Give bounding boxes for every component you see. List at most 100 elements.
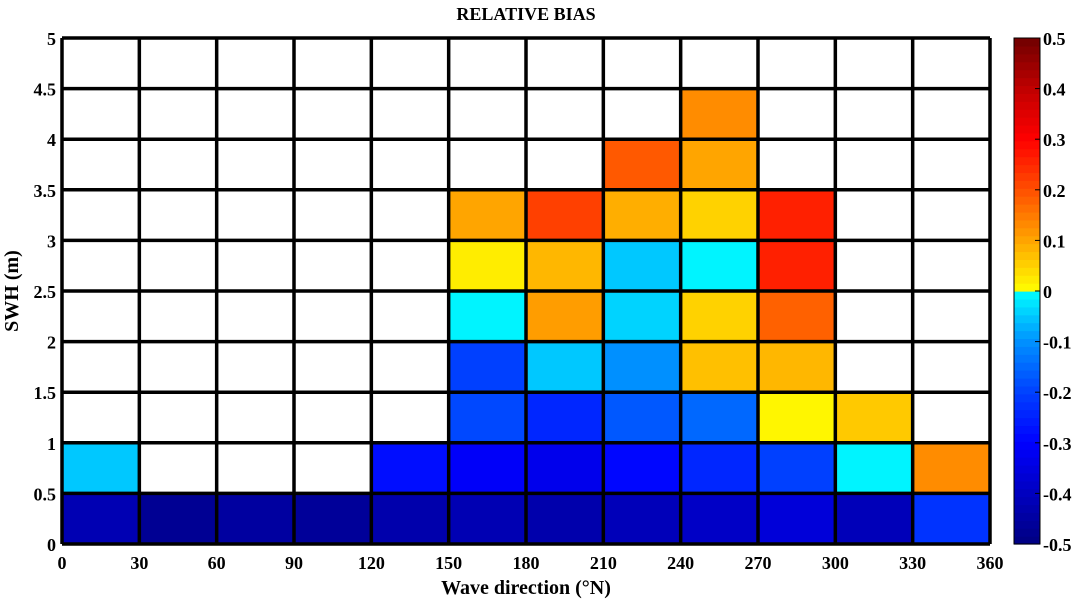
colorbar-segment — [1014, 488, 1040, 498]
colorbar-segment — [1014, 243, 1040, 253]
x-tick-label: 330 — [899, 553, 926, 573]
heatmap-cell — [680, 442, 758, 494]
colorbar-segment — [1014, 291, 1040, 300]
heatmap-cell — [835, 493, 913, 544]
y-tick-label: 4 — [47, 130, 56, 150]
heatmap-cell — [758, 493, 836, 544]
x-tick-label: 300 — [822, 553, 849, 573]
heatmap-cell — [526, 341, 604, 393]
heatmap-cell — [62, 493, 140, 544]
colorbar-segment — [1014, 164, 1040, 174]
colorbar-segment — [1014, 417, 1040, 427]
heatmap-cell — [680, 189, 758, 241]
x-tick-label: 60 — [208, 553, 226, 573]
y-tick-label: 3 — [47, 231, 56, 251]
colorbar-tick-label: 0.2 — [1043, 181, 1066, 201]
colorbar-segment — [1014, 457, 1040, 466]
chart-title: RELATIVE BIAS — [456, 4, 595, 24]
colorbar-segment — [1014, 504, 1040, 513]
colorbar-segment — [1014, 283, 1040, 292]
heatmap-cell — [680, 139, 758, 190]
x-tick-label: 150 — [435, 553, 462, 573]
heatmap-cell — [758, 240, 836, 291]
x-axis-label: Wave direction (°N) — [441, 577, 611, 599]
colorbar-segment — [1014, 362, 1040, 371]
colorbar-segment — [1014, 346, 1040, 355]
x-tick-label: 270 — [745, 553, 772, 573]
colorbar-segment — [1014, 409, 1040, 419]
heatmap-cell — [912, 442, 990, 494]
colorbar-segment — [1014, 101, 1040, 110]
heatmap-cell — [448, 493, 526, 544]
colorbar-segment — [1014, 433, 1040, 442]
colorbar-segment — [1014, 512, 1040, 521]
heatmap-cell — [835, 392, 913, 443]
colorbar-segment — [1014, 267, 1040, 276]
heatmap-cell — [603, 442, 681, 494]
colorbar-segment — [1014, 496, 1040, 506]
heatmap-cell — [448, 442, 526, 494]
heatmap-cell — [62, 442, 140, 494]
x-tick-label: 240 — [667, 553, 694, 573]
colorbar-segment — [1014, 235, 1040, 245]
y-tick-label: 0.5 — [34, 484, 57, 504]
colorbar-segment — [1014, 449, 1040, 458]
heatmap-cell — [758, 291, 836, 342]
colorbar-segment — [1014, 211, 1040, 221]
heatmap-cell — [603, 291, 681, 342]
heatmap-cell — [448, 392, 526, 443]
heatmap-cell — [448, 189, 526, 241]
colorbar-segment — [1014, 354, 1040, 363]
y-tick-label: 3.5 — [34, 181, 57, 201]
colorbar-segment — [1014, 393, 1040, 403]
colorbar-segment — [1014, 275, 1040, 284]
y-tick-labels: 0 0.5 1 1.5 2 2.5 3 3.5 4 4.5 5 — [34, 29, 57, 555]
colorbar-segment — [1014, 132, 1040, 142]
colorbar-segment — [1014, 338, 1040, 347]
heatmap-cell — [603, 240, 681, 291]
colorbar-segment — [1014, 520, 1040, 529]
colorbar-segment — [1014, 140, 1040, 150]
colorbar-tick-label: 0 — [1043, 282, 1052, 302]
x-tick-label: 210 — [590, 553, 617, 573]
heatmap-cell — [680, 493, 758, 544]
x-tick-label: 120 — [358, 553, 385, 573]
heatmap-cell — [758, 442, 836, 494]
grid-lines — [60, 36, 992, 546]
colorbar-tick-label: -0.4 — [1043, 484, 1072, 504]
heatmap-cell — [526, 189, 604, 241]
colorbar-segment — [1014, 156, 1040, 166]
colorbar-segment — [1014, 330, 1040, 340]
colorbar-segment — [1014, 124, 1040, 134]
colorbar-segment — [1014, 180, 1040, 189]
x-tick-label: 30 — [130, 553, 148, 573]
colorbar-segment — [1014, 148, 1040, 158]
y-tick-label: 2 — [47, 333, 56, 353]
colorbar-segment — [1014, 93, 1040, 102]
heatmap-cell — [680, 291, 758, 342]
y-axis-label: SWH (m) — [1, 250, 23, 332]
heatmap-cell — [216, 493, 294, 544]
colorbar-segment — [1014, 528, 1040, 537]
heatmap-cell — [603, 341, 681, 393]
heatmap-cell — [448, 291, 526, 342]
y-tick-label: 0 — [47, 535, 56, 555]
colorbar-segment — [1014, 196, 1040, 205]
colorbar-tick-label: 0.4 — [1043, 80, 1066, 100]
x-tick-label: 360 — [977, 553, 1004, 573]
heatmap-cell — [526, 392, 604, 443]
heatmap-cell — [139, 493, 217, 544]
heatmap-cell — [526, 493, 604, 544]
heatmap-cell — [526, 442, 604, 494]
x-tick-label: 180 — [513, 553, 540, 573]
colorbar-segment — [1014, 472, 1040, 482]
heatmap-cell — [758, 341, 836, 393]
colorbar-segment — [1014, 227, 1040, 237]
y-tick-label: 4.5 — [34, 80, 57, 100]
colorbar-segment — [1014, 377, 1040, 387]
colorbar-segment — [1014, 480, 1040, 490]
colorbar-segment — [1014, 188, 1040, 197]
heatmap-cell — [835, 442, 913, 494]
heatmap-cell — [603, 493, 681, 544]
colorbar-segment — [1014, 322, 1040, 332]
